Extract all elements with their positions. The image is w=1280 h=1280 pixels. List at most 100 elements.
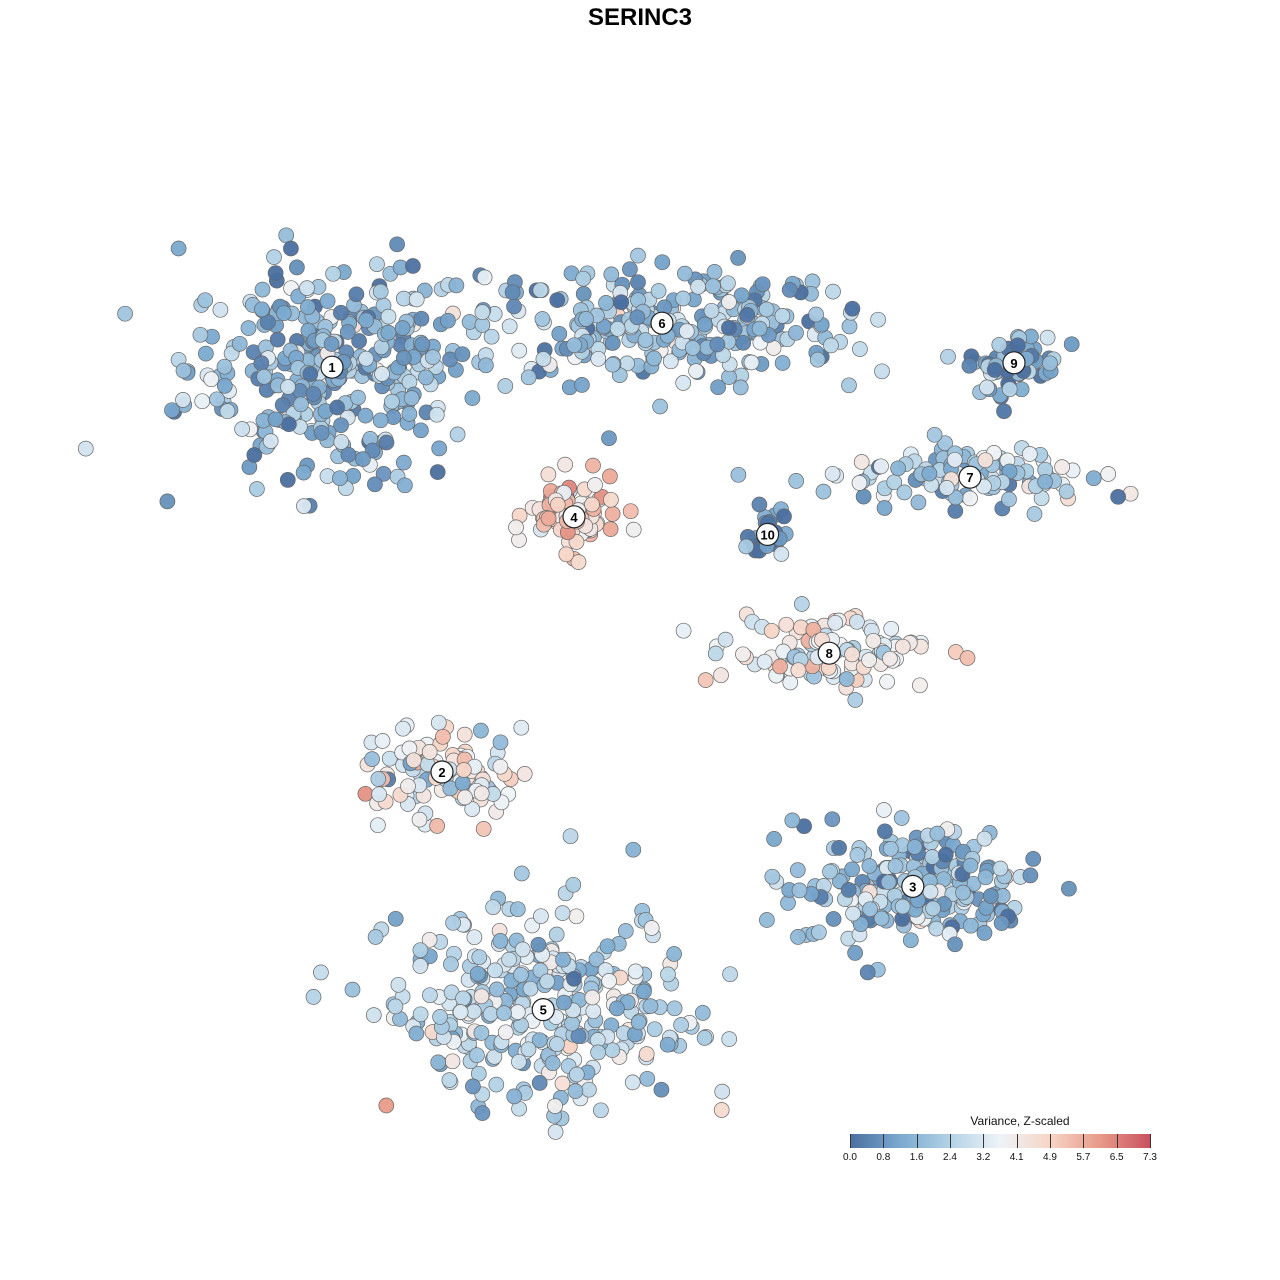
data-point (815, 483, 832, 500)
data-point (212, 301, 229, 318)
data-point (709, 336, 726, 353)
data-point (339, 324, 356, 340)
data-point (838, 671, 855, 687)
data-point (841, 318, 858, 335)
data-point (1001, 381, 1018, 398)
data-point (565, 876, 582, 893)
data-point (1001, 491, 1017, 508)
legend-tick-mark (1016, 1134, 1018, 1148)
data-point (617, 923, 634, 939)
data-point (575, 270, 592, 287)
cluster-label-badge (755, 522, 780, 547)
data-point (638, 1046, 655, 1062)
legend-tick-label: 0.8 (876, 1152, 891, 1163)
data-point (852, 916, 869, 933)
data-point (267, 411, 284, 428)
data-point (778, 616, 795, 633)
data-point (209, 391, 225, 408)
data-point (323, 336, 340, 352)
data-point (429, 818, 445, 834)
data-point (299, 280, 315, 296)
data-point (430, 1054, 447, 1071)
legend-tick-label: 0.0 (843, 1152, 857, 1163)
cluster-label-text: 4 (570, 510, 578, 525)
cluster-label-3: 3 (901, 874, 925, 899)
cluster-label-badge (650, 311, 674, 335)
data-point (1100, 466, 1117, 482)
legend-tick-mark (850, 1134, 851, 1148)
data-point (877, 823, 893, 840)
data-point (873, 910, 890, 927)
data-point (170, 240, 187, 257)
data-point (473, 1025, 490, 1041)
data-point (452, 1004, 469, 1020)
data-point (627, 963, 644, 980)
data-point (604, 356, 621, 373)
color-legend: Variance, Z-scaled 0.0 0.8 1.6 2.4 3.2 4.1 4.9… (840, 1114, 1160, 1174)
data-point (253, 355, 270, 371)
data-point (413, 422, 429, 439)
data-point (730, 466, 747, 483)
data-point (373, 339, 390, 356)
data-point (809, 351, 826, 368)
data-point (435, 728, 451, 745)
data-point (1026, 506, 1043, 522)
data-point (659, 1036, 676, 1053)
data-point (466, 929, 483, 946)
data-point (539, 973, 556, 990)
data-point (380, 324, 397, 341)
data-point (896, 484, 913, 501)
data-point (996, 403, 1012, 420)
data-point (548, 926, 565, 943)
data-point (332, 470, 348, 487)
cluster-label-9: 9 (1002, 351, 1026, 375)
data-point (547, 1098, 563, 1114)
data-point (555, 951, 571, 968)
data-point (976, 830, 993, 847)
data-point (831, 840, 847, 856)
data-point (369, 256, 385, 273)
data-point (790, 929, 806, 945)
data-point (302, 366, 319, 382)
data-point (947, 936, 963, 953)
chart-title: SERINC3 (587, 4, 693, 31)
data-point (333, 434, 350, 450)
data-point (372, 412, 389, 429)
data-point (721, 294, 737, 310)
data-point (720, 275, 736, 292)
legend-tick-mark (1150, 1134, 1151, 1148)
data-point (844, 300, 861, 317)
data-point (925, 900, 941, 917)
data-point (637, 332, 654, 348)
data-point (947, 503, 964, 519)
data-point (378, 1097, 395, 1114)
data-point (511, 342, 528, 359)
data-point (575, 286, 592, 302)
data-point (358, 350, 374, 367)
data-point (520, 1041, 537, 1058)
data-point (488, 981, 505, 998)
data-point (697, 672, 714, 688)
data-point (910, 494, 927, 511)
data-point (374, 733, 391, 749)
data-point (827, 614, 844, 631)
data-point (387, 998, 404, 1015)
data-point (425, 349, 441, 365)
data-point (260, 314, 276, 331)
data-point (522, 980, 539, 997)
data-point (405, 752, 422, 769)
data-point (471, 949, 488, 966)
data-point (675, 622, 692, 639)
data-point (473, 785, 490, 802)
data-point (412, 958, 429, 974)
data-point (613, 294, 630, 311)
data-point (590, 1044, 606, 1061)
data-point (759, 912, 775, 928)
data-point (319, 293, 336, 309)
data-point (367, 476, 383, 493)
data-point (501, 318, 518, 335)
legend-tick-mark (1116, 1134, 1118, 1148)
data-point (642, 998, 659, 1014)
data-point (549, 496, 566, 513)
